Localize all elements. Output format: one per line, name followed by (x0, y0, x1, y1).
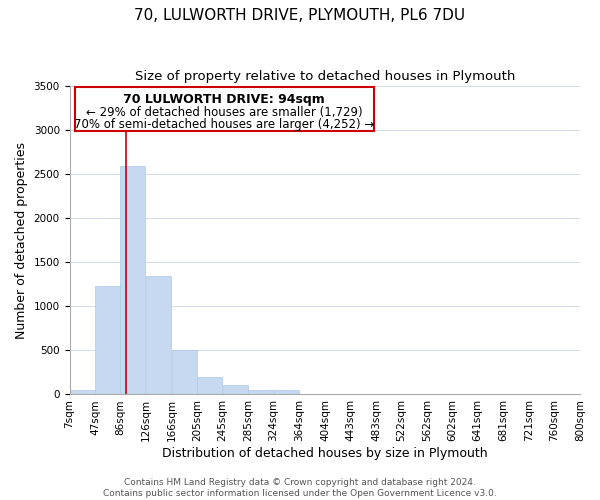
Bar (121, 166, 145, 394)
Bar (223, 384, 248, 394)
X-axis label: Distribution of detached houses by size in Plymouth: Distribution of detached houses by size … (162, 447, 488, 460)
Text: ← 29% of detached houses are smaller (1,729): ← 29% of detached houses are smaller (1,… (86, 106, 362, 119)
Bar (197, 377, 222, 394)
Bar (146, 276, 171, 394)
Bar (248, 390, 274, 394)
Text: Contains HM Land Registry data © Crown copyright and database right 2024.
Contai: Contains HM Land Registry data © Crown c… (103, 478, 497, 498)
Text: 70% of semi-detached houses are larger (4,252) →: 70% of semi-detached houses are larger (… (74, 118, 374, 131)
Bar (274, 390, 299, 394)
Text: 70 LULWORTH DRIVE: 94sqm: 70 LULWORTH DRIVE: 94sqm (124, 93, 325, 106)
Bar (95, 286, 121, 395)
Title: Size of property relative to detached houses in Plymouth: Size of property relative to detached ho… (134, 70, 515, 83)
Y-axis label: Number of detached properties: Number of detached properties (15, 142, 28, 338)
FancyBboxPatch shape (74, 88, 374, 130)
Bar (70, 390, 95, 394)
Bar (172, 350, 197, 395)
Text: 70, LULWORTH DRIVE, PLYMOUTH, PL6 7DU: 70, LULWORTH DRIVE, PLYMOUTH, PL6 7DU (134, 8, 466, 22)
